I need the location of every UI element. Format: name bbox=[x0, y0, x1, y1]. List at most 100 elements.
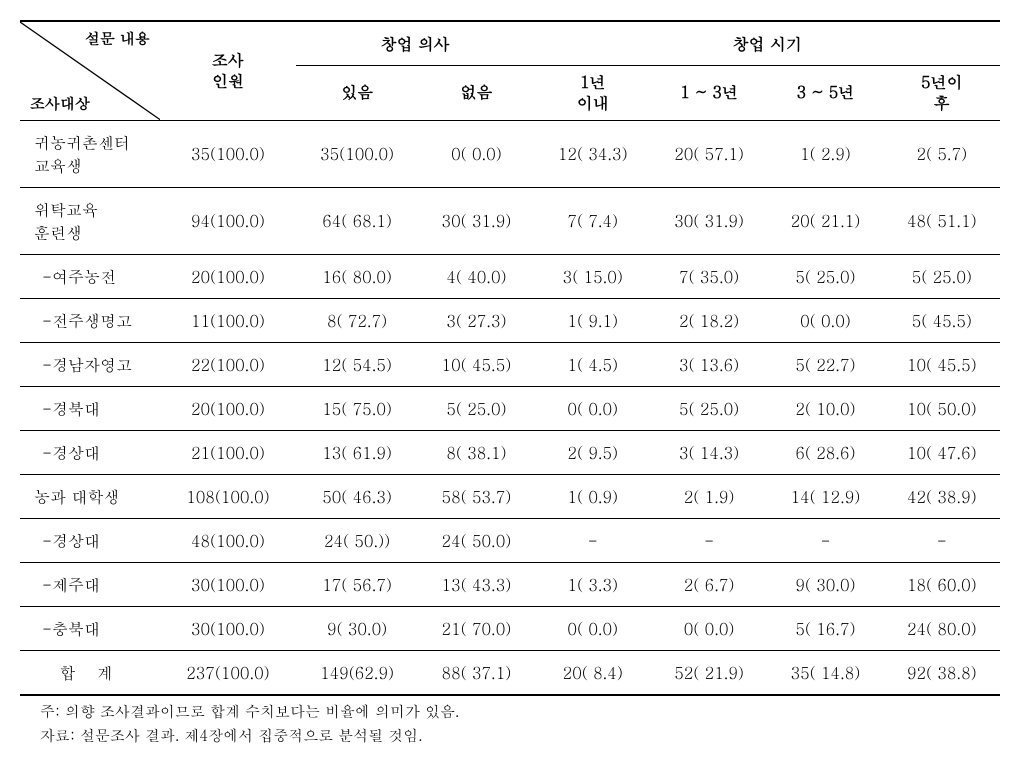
header-intent-group: 창업 의사 bbox=[296, 21, 535, 66]
table-cell: 30(100.0) bbox=[160, 562, 296, 606]
row-label: -경북대 bbox=[20, 386, 160, 430]
row-label: -여주농전 bbox=[20, 254, 160, 298]
table-cell: 5( 25.0) bbox=[651, 386, 767, 430]
table-cell: 12( 34.3) bbox=[535, 120, 651, 187]
table-cell: 5( 22.7) bbox=[767, 342, 883, 386]
table-cell: 2( 6.7) bbox=[651, 562, 767, 606]
table-cell: 1( 0.9) bbox=[535, 474, 651, 518]
row-label: -제주대 bbox=[20, 562, 160, 606]
survey-table: 설문 내용 조사대상 조사 인원 창업 의사 창업 시기 있음 없음 1년 이내… bbox=[20, 20, 1000, 696]
table-cell: - bbox=[767, 518, 883, 562]
table-cell: 12( 54.5) bbox=[296, 342, 418, 386]
table-row: -경북대20(100.0)15( 75.0)5( 25.0)0( 0.0)5( … bbox=[20, 386, 1000, 430]
total-label: 합 계 bbox=[20, 650, 160, 695]
table-cell: 10( 45.5) bbox=[418, 342, 534, 386]
table-cell: 6( 28.6) bbox=[767, 430, 883, 474]
table-cell: 24( 80.0) bbox=[884, 606, 1000, 650]
header-survey-count: 조사 인원 bbox=[160, 21, 296, 120]
table-cell: 10( 45.5) bbox=[884, 342, 1000, 386]
table-cell: 30( 31.9) bbox=[418, 187, 534, 254]
survey-table-container: 설문 내용 조사대상 조사 인원 창업 의사 창업 시기 있음 없음 1년 이내… bbox=[20, 20, 1000, 748]
table-cell: 20(100.0) bbox=[160, 386, 296, 430]
table-cell: 0( 0.0) bbox=[535, 386, 651, 430]
table-cell: - bbox=[535, 518, 651, 562]
header-survey-count-label: 조사 인원 bbox=[212, 48, 244, 92]
table-cell: 8( 38.1) bbox=[418, 430, 534, 474]
table-cell: 108(100.0) bbox=[160, 474, 296, 518]
table-cell: 3( 27.3) bbox=[418, 298, 534, 342]
total-cell: 92( 38.8) bbox=[884, 650, 1000, 695]
table-cell: 30(100.0) bbox=[160, 606, 296, 650]
table-row: -전주생명고11(100.0)8( 72.7)3( 27.3)1( 9.1)2(… bbox=[20, 298, 1000, 342]
table-cell: 0( 0.0) bbox=[535, 606, 651, 650]
table-cell: 1( 4.5) bbox=[535, 342, 651, 386]
table-cell: 0( 0.0) bbox=[767, 298, 883, 342]
footnote-2: 자료: 설문조사 결과. 제4장에서 집중적으로 분석될 것임. bbox=[40, 724, 1000, 748]
table-cell: 50( 46.3) bbox=[296, 474, 418, 518]
table-row: -여주농전20(100.0)16( 80.0)4( 40.0)3( 15.0)7… bbox=[20, 254, 1000, 298]
table-cell: 0( 0.0) bbox=[651, 606, 767, 650]
table-cell: 2( 5.7) bbox=[884, 120, 1000, 187]
table-cell: 35(100.0) bbox=[296, 120, 418, 187]
table-cell: 20(100.0) bbox=[160, 254, 296, 298]
diagonal-header-cell: 설문 내용 조사대상 bbox=[20, 21, 160, 120]
row-label: -경상대 bbox=[20, 518, 160, 562]
total-cell: 237(100.0) bbox=[160, 650, 296, 695]
table-cell: 2( 10.0) bbox=[767, 386, 883, 430]
table-cell: 10( 50.0) bbox=[884, 386, 1000, 430]
table-cell: 30( 31.9) bbox=[651, 187, 767, 254]
table-cell: 5( 25.0) bbox=[884, 254, 1000, 298]
diag-bottom-label: 조사대상 bbox=[30, 93, 90, 114]
table-cell: 16( 80.0) bbox=[296, 254, 418, 298]
table-row: -경상대21(100.0)13( 61.9)8( 38.1)2( 9.5)3( … bbox=[20, 430, 1000, 474]
table-cell: 14( 12.9) bbox=[767, 474, 883, 518]
table-row: -충북대30(100.0)9( 30.0)21( 70.0)0( 0.0)0( … bbox=[20, 606, 1000, 650]
header-intent-no: 없음 bbox=[418, 66, 534, 121]
table-row: -제주대30(100.0)17( 56.7)13( 43.3)1( 3.3)2(… bbox=[20, 562, 1000, 606]
table-cell: 13( 61.9) bbox=[296, 430, 418, 474]
table-cell: 9( 30.0) bbox=[767, 562, 883, 606]
row-label: 귀농귀촌센터 교육생 bbox=[20, 120, 160, 187]
table-cell: 2( 1.9) bbox=[651, 474, 767, 518]
table-cell: 15( 75.0) bbox=[296, 386, 418, 430]
row-label: 농과 대학생 bbox=[20, 474, 160, 518]
table-cell: - bbox=[651, 518, 767, 562]
header-timing-1-label: 1년 이내 bbox=[577, 70, 609, 114]
table-cell: 3( 14.3) bbox=[651, 430, 767, 474]
total-cell: 20( 8.4) bbox=[535, 650, 651, 695]
total-row: 합 계237(100.0)149(62.9)88( 37.1)20( 8.4)5… bbox=[20, 650, 1000, 695]
header-timing-2: 1 ~ 3년 bbox=[651, 66, 767, 121]
table-cell: 17( 56.7) bbox=[296, 562, 418, 606]
table-cell: 1( 2.9) bbox=[767, 120, 883, 187]
table-cell: 5( 25.0) bbox=[418, 386, 534, 430]
table-cell: 22(100.0) bbox=[160, 342, 296, 386]
footnotes: 주: 의향 조사결과이므로 합계 수치보다는 비율에 의미가 있음. 자료: 설… bbox=[20, 700, 1000, 748]
header-timing-1: 1년 이내 bbox=[535, 66, 651, 121]
total-cell: 149(62.9) bbox=[296, 650, 418, 695]
table-cell: 3( 13.6) bbox=[651, 342, 767, 386]
header-timing-group: 창업 시기 bbox=[535, 21, 1000, 66]
table-cell: 24( 50.0) bbox=[418, 518, 534, 562]
table-cell: 4( 40.0) bbox=[418, 254, 534, 298]
row-label: -경남자영고 bbox=[20, 342, 160, 386]
table-row: 위탁교육 훈련생94(100.0)64( 68.1)30( 31.9)7( 7.… bbox=[20, 187, 1000, 254]
table-cell: 1( 3.3) bbox=[535, 562, 651, 606]
table-cell: 3( 15.0) bbox=[535, 254, 651, 298]
table-cell: 21(100.0) bbox=[160, 430, 296, 474]
table-cell: 7( 35.0) bbox=[651, 254, 767, 298]
table-cell: 0( 0.0) bbox=[418, 120, 534, 187]
table-cell: 24( 50.)) bbox=[296, 518, 418, 562]
table-cell: 11(100.0) bbox=[160, 298, 296, 342]
table-cell: 5( 25.0) bbox=[767, 254, 883, 298]
table-cell: 13( 43.3) bbox=[418, 562, 534, 606]
total-cell: 35( 14.8) bbox=[767, 650, 883, 695]
table-cell: 10( 47.6) bbox=[884, 430, 1000, 474]
table-cell: 9( 30.0) bbox=[296, 606, 418, 650]
table-cell: 1( 9.1) bbox=[535, 298, 651, 342]
table-cell: 48(100.0) bbox=[160, 518, 296, 562]
diag-top-label: 설문 내용 bbox=[85, 28, 150, 49]
table-cell: 20( 57.1) bbox=[651, 120, 767, 187]
table-row: 농과 대학생108(100.0)50( 46.3)58( 53.7)1( 0.9… bbox=[20, 474, 1000, 518]
table-cell: 48( 51.1) bbox=[884, 187, 1000, 254]
total-cell: 52( 21.9) bbox=[651, 650, 767, 695]
